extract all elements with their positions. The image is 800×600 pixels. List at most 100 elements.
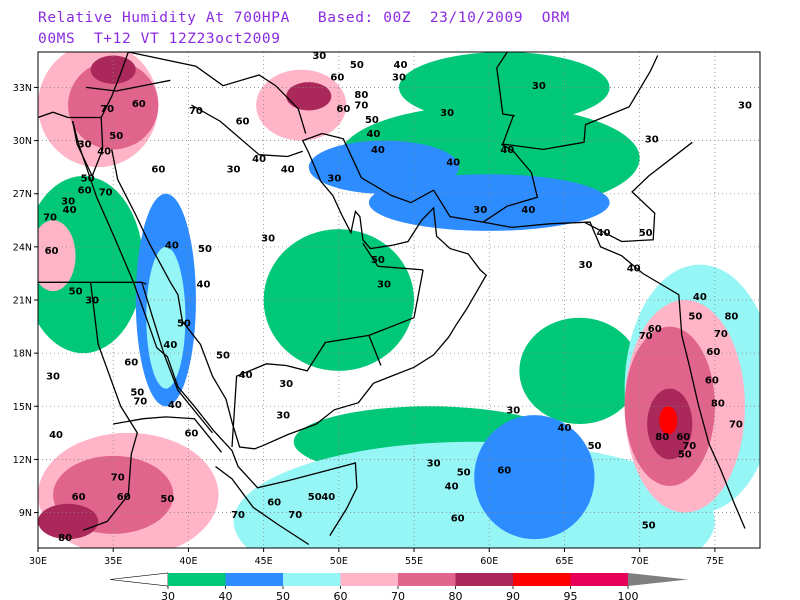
- contour-label: 30: [427, 459, 441, 470]
- contour-label: 60: [117, 492, 131, 503]
- contour-label: 60: [132, 99, 146, 110]
- contour-label: 30: [645, 134, 659, 145]
- lat-tick-label: 33N: [13, 83, 32, 94]
- legend-label: 30: [161, 590, 175, 600]
- contour-label: 50: [109, 131, 123, 142]
- legend-swatch-95: [570, 573, 628, 586]
- contour-label: 30: [312, 51, 326, 62]
- coastline: [86, 79, 171, 92]
- contour-label: 40: [394, 60, 408, 71]
- contour-label: 30: [276, 411, 290, 422]
- contour-label: 70: [231, 510, 245, 521]
- contour-label: 50: [216, 350, 230, 361]
- contour-label: 70: [714, 329, 728, 340]
- coastline: [141, 282, 214, 434]
- contour-label: 40: [49, 430, 63, 441]
- contour-label: 40: [446, 157, 460, 168]
- legend-label: 90: [506, 590, 520, 600]
- contour-label: 50: [588, 441, 602, 452]
- map-title-line-2: 00MS T+12 VT 12Z23oct2009: [38, 31, 281, 47]
- contour-label: 60: [706, 347, 720, 358]
- contour-label: 40: [281, 164, 295, 175]
- contour-label: 40: [63, 205, 77, 216]
- lat-tick-label: 18N: [13, 349, 32, 360]
- color-legend: 30 40 50 60 70 80 90 95 100: [109, 572, 688, 600]
- contour-label: 60: [236, 117, 250, 128]
- legend-swatch-80: [455, 573, 513, 586]
- contour-label: 30: [46, 372, 60, 383]
- contour-label: 40: [196, 280, 210, 291]
- coastline: [191, 104, 303, 158]
- contour-label: 40: [627, 264, 641, 275]
- humidity-area-70: [68, 60, 159, 150]
- legend-swatch-30: [168, 573, 226, 586]
- coastlines-and-borders: [38, 52, 746, 546]
- contour-label: 60: [45, 246, 59, 257]
- lon-tick-label: 60E: [480, 556, 498, 567]
- humidity-area-40: [368, 174, 610, 231]
- lon-tick-label: 55E: [405, 556, 423, 567]
- contour-label: 30: [579, 260, 593, 271]
- contour-label: 70: [133, 397, 147, 408]
- contour-label: 40: [168, 400, 182, 411]
- contour-label: 50: [130, 388, 144, 399]
- contour-label: 60: [676, 432, 690, 443]
- contour-label: 40: [597, 228, 611, 239]
- contour-label: 60: [497, 466, 511, 477]
- contour-label: 80: [655, 432, 669, 443]
- legend-swatch-70: [398, 573, 456, 586]
- legend-label: 40: [219, 590, 233, 600]
- lat-tick-label: 30N: [13, 136, 32, 147]
- lon-tick-label: 40E: [179, 556, 197, 567]
- contour-label: 80: [58, 533, 72, 544]
- coastline: [82, 282, 139, 531]
- contour-label: 40: [97, 147, 111, 158]
- humidity-area-90: [659, 406, 678, 435]
- contour-label: 40: [371, 145, 385, 156]
- coastline: [286, 334, 370, 372]
- contour-label: 80: [354, 90, 368, 101]
- coastline: [583, 141, 693, 243]
- coastline: [482, 143, 539, 223]
- contour-label: 50: [639, 228, 653, 239]
- contour-label: 40: [366, 129, 380, 140]
- contour-label: 70: [639, 331, 653, 342]
- humidity-area-30: [399, 52, 610, 123]
- contour-label: 40: [521, 205, 535, 216]
- contour-label: 40: [693, 292, 707, 303]
- contour-label: 40: [557, 423, 571, 434]
- legend-over-arrow: [628, 573, 688, 586]
- contour-label: 50: [69, 287, 83, 298]
- contour-label: 60: [267, 497, 281, 508]
- lon-tick-label: 70E: [631, 556, 649, 567]
- contour-label: 30: [227, 164, 241, 175]
- contour-label: 50: [308, 492, 322, 503]
- contour-label: 60: [451, 513, 465, 524]
- contour-label: 30: [377, 280, 391, 291]
- contour-label: 70: [682, 441, 696, 452]
- legend-label: 95: [564, 590, 578, 600]
- contour-label: 40: [321, 492, 335, 503]
- axis-tick-labels: 30E 35E 40E 45E 50E 55E 60E 65E 70E 75E 9N 12N 15N 18…: [13, 83, 724, 567]
- contour-label: 30: [78, 140, 92, 151]
- legend-label: 100: [618, 590, 639, 600]
- contour-label: 60: [184, 428, 198, 439]
- contour-label: 40: [165, 241, 179, 252]
- contour-label: 60: [72, 492, 86, 503]
- lon-tick-label: 35E: [104, 556, 122, 567]
- contour-label: 30: [392, 72, 406, 83]
- contour-label: 40: [445, 482, 459, 493]
- contour-label: 30: [85, 296, 99, 307]
- contour-label: 70: [111, 473, 125, 484]
- contour-label: 40: [239, 370, 253, 381]
- contour-label: 70: [354, 101, 368, 112]
- legend-swatch-60: [340, 573, 398, 586]
- contour-label: 30: [440, 108, 454, 119]
- contour-label: 50: [198, 244, 212, 255]
- legend-swatch-40: [225, 573, 283, 586]
- contour-label: 40: [163, 340, 177, 351]
- contour-label: 30: [261, 234, 275, 245]
- lon-tick-label: 50E: [330, 556, 348, 567]
- contour-label: 60: [151, 164, 165, 175]
